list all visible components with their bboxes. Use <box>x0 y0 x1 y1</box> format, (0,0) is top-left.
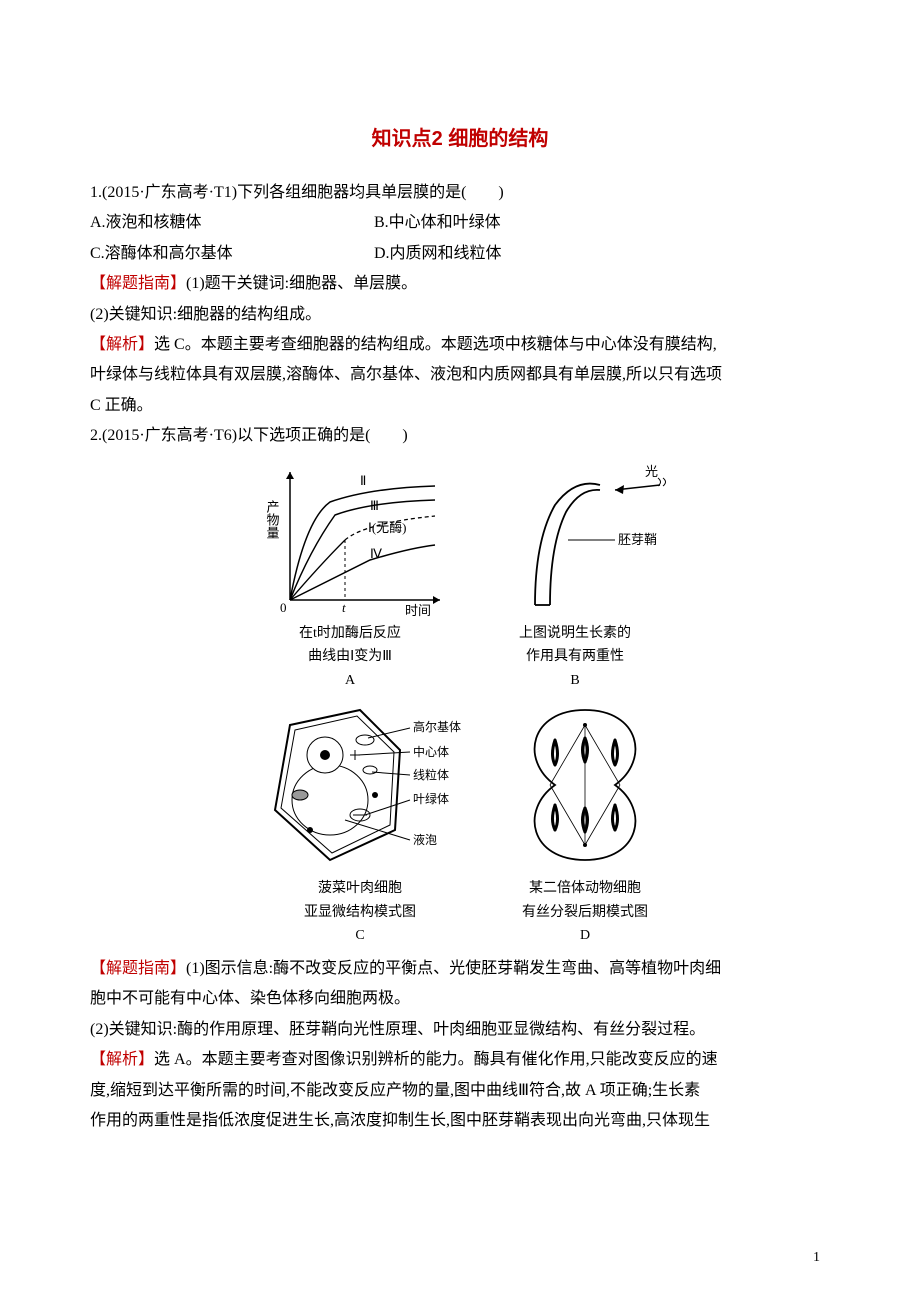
q1-opt-c: C.溶酶体和高尔基体 <box>90 239 370 269</box>
q2-ans-text1: 选 A。本题主要考查对图像识别辨析的能力。酶具有催化作用,只能改变反应的速 <box>154 1051 718 1068</box>
q2-guide-text2: (2)关键知识:酶的作用原理、胚芽鞘向光性原理、叶肉细胞亚显微结构、有丝分裂过程… <box>90 1015 830 1045</box>
q1-stem: 1.(2015·广东高考·T1)下列各组细胞器均具单层膜的是( ) <box>90 178 830 208</box>
curve2-label: Ⅱ <box>360 473 366 488</box>
light-label: 光 <box>645 464 658 479</box>
q1-opt-b: B.中心体和叶绿体 <box>374 214 501 231</box>
c-l1: 高尔基体 <box>413 719 461 734</box>
q2-ans-text2: 度,缩短到达平衡所需的时间,不能改变反应产物的量,图中曲线Ⅲ符合,故 A 项正确… <box>90 1076 830 1106</box>
curve3-label: Ⅲ <box>370 498 379 513</box>
c-l3: 线粒体 <box>413 767 449 782</box>
figA-caption1: 在t时加酶后反应 <box>299 624 401 644</box>
page-title: 知识点2 细胞的结构 <box>90 120 830 158</box>
figB-caption2: 作用具有两重性 <box>526 647 624 667</box>
q1-ans-text2: 叶绿体与线粒体具有双层膜,溶酶体、高尔基体、液泡和内质网都具有单层膜,所以只有选… <box>90 360 830 390</box>
coleoptile-svg: 光 胚芽鞘 <box>480 460 670 620</box>
figA-caption2: 曲线由Ⅰ变为Ⅲ <box>308 647 392 667</box>
q1-answer-line1: 【解析】选 C。本题主要考查细胞器的结构组成。本题选项中核糖体与中心体没有膜结构… <box>90 330 830 360</box>
figure-b: 光 胚芽鞘 上图说明生长素的 作用具有两重性 B <box>480 460 670 691</box>
sheath-label: 胚芽鞘 <box>618 532 657 547</box>
q1-guide: 【解题指南】(1)题干关键词:细胞器、单层膜。 <box>90 269 830 299</box>
figure-d: 某二倍体动物细胞 有丝分裂后期模式图 D <box>500 700 670 946</box>
c-l4: 叶绿体 <box>413 791 449 806</box>
q1-opt-d: D.内质网和线粒体 <box>374 245 502 262</box>
c-l2: 中心体 <box>413 744 449 759</box>
answer-label-2: 【解析】 <box>90 1051 154 1068</box>
chart-a-svg: 产物量 Ⅱ Ⅲ Ⅰ(无酶) Ⅳ 0 <box>250 460 450 620</box>
figure-a: 产物量 Ⅱ Ⅲ Ⅰ(无酶) Ⅳ 0 <box>250 460 450 691</box>
curve1-label: Ⅰ(无酶) <box>368 520 407 535</box>
mitosis-svg <box>500 700 670 875</box>
curve4-label: Ⅳ <box>370 546 382 561</box>
q1-ans-text1: 选 C。本题主要考查细胞器的结构组成。本题选项中核糖体与中心体没有膜结构, <box>154 336 717 353</box>
page-number: 1 <box>813 1245 820 1272</box>
q1-options-row1: A.液泡和核糖体 B.中心体和叶绿体 <box>90 208 830 238</box>
q1-options-row2: C.溶酶体和高尔基体 D.内质网和线粒体 <box>90 239 830 269</box>
xlabel: 时间 <box>405 603 431 618</box>
q2-answer-line1: 【解析】选 A。本题主要考查对图像识别辨析的能力。酶具有催化作用,只能改变反应的… <box>90 1045 830 1075</box>
plant-cell-svg: 高尔基体 中心体 线粒体 叶绿体 液泡 <box>250 700 470 875</box>
q2-ans-text3: 作用的两重性是指低浓度促进生长,高浓度抑制生长,图中胚芽鞘表现出向光弯曲,只体现… <box>90 1106 830 1136</box>
figB-label: B <box>570 671 579 691</box>
ylabel: 产物量 <box>265 500 280 539</box>
figD-caption2: 有丝分裂后期模式图 <box>522 903 648 923</box>
q2-guide-text1b: 胞中不可能有中心体、染色体移向细胞两极。 <box>90 984 830 1014</box>
q1-opt-a: A.液泡和核糖体 <box>90 208 370 238</box>
figC-caption1: 菠菜叶肉细胞 <box>318 879 402 899</box>
figC-label: C <box>355 926 364 946</box>
guide-label: 【解题指南】 <box>90 275 186 292</box>
figure-row-2: 高尔基体 中心体 线粒体 叶绿体 液泡 菠菜叶肉细胞 亚显微结构模式图 C <box>90 700 830 946</box>
figD-label: D <box>580 926 590 946</box>
q1-guide-text: (1)题干关键词:细胞器、单层膜。 <box>186 275 417 292</box>
figure-row-1: 产物量 Ⅱ Ⅲ Ⅰ(无酶) Ⅳ 0 <box>90 460 830 691</box>
answer-label: 【解析】 <box>90 336 154 353</box>
q1-ans-text3: C 正确。 <box>90 391 830 421</box>
figD-caption1: 某二倍体动物细胞 <box>529 879 641 899</box>
q2-guide-text1: (1)图示信息:酶不改变反应的平衡点、光使胚芽鞘发生弯曲、高等植物叶肉细 <box>186 960 721 977</box>
q2-guide-line1: 【解题指南】(1)图示信息:酶不改变反应的平衡点、光使胚芽鞘发生弯曲、高等植物叶… <box>90 954 830 984</box>
guide-label-2: 【解题指南】 <box>90 960 186 977</box>
figB-caption1: 上图说明生长素的 <box>519 624 631 644</box>
figA-label: A <box>345 671 355 691</box>
figC-caption2: 亚显微结构模式图 <box>304 903 416 923</box>
q2-stem: 2.(2015·广东高考·T6)以下选项正确的是( ) <box>90 421 830 451</box>
figure-c: 高尔基体 中心体 线粒体 叶绿体 液泡 菠菜叶肉细胞 亚显微结构模式图 C <box>250 700 470 946</box>
figure-block: 产物量 Ⅱ Ⅲ Ⅰ(无酶) Ⅳ 0 <box>90 460 830 947</box>
c-l5: 液泡 <box>413 832 437 847</box>
q1-guide-line2: (2)关键知识:细胞器的结构组成。 <box>90 300 830 330</box>
t-mark: t <box>342 600 346 615</box>
origin: 0 <box>280 600 287 615</box>
exam-page: 知识点2 细胞的结构 1.(2015·广东高考·T1)下列各组细胞器均具单层膜的… <box>0 0 920 1302</box>
